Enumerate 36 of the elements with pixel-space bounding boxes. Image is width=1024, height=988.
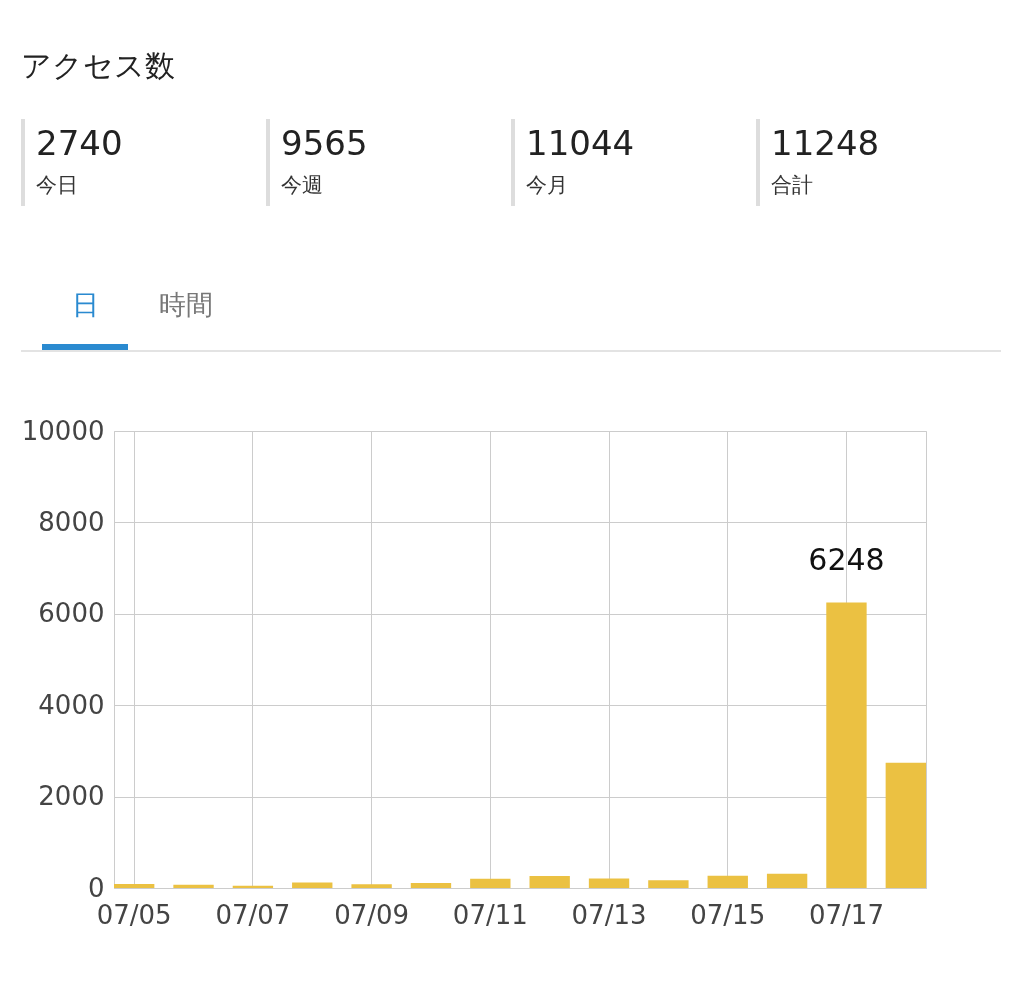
bar bbox=[292, 882, 333, 888]
bar bbox=[707, 875, 748, 888]
bar bbox=[648, 880, 689, 888]
bar bbox=[470, 878, 511, 888]
x-tick-label: 07/07 bbox=[215, 899, 291, 930]
text: 時間 bbox=[159, 289, 213, 320]
y-tick-label: 10000 bbox=[21, 415, 105, 446]
data-label: 11044 bbox=[526, 123, 635, 163]
y-tick-label: 8000 bbox=[38, 506, 105, 537]
category-label: 今日 bbox=[36, 173, 78, 197]
bar bbox=[410, 882, 452, 888]
bar bbox=[529, 876, 570, 888]
bar bbox=[826, 602, 867, 888]
data-label: 2740 bbox=[36, 123, 123, 163]
x-tick-label: 07/17 bbox=[808, 899, 884, 930]
data-label: 6248 bbox=[808, 542, 885, 578]
x-tick-label: 07/15 bbox=[690, 899, 766, 930]
bar bbox=[114, 883, 155, 888]
bar bbox=[766, 873, 808, 888]
bar bbox=[885, 762, 926, 888]
x-tick-label: 07/13 bbox=[571, 899, 647, 930]
bar bbox=[351, 884, 392, 888]
category-label: 合計 bbox=[771, 173, 813, 197]
text: アクセス数 bbox=[21, 48, 175, 83]
bar bbox=[173, 884, 214, 888]
data-label: 9565 bbox=[281, 123, 368, 163]
x-tick-label: 07/09 bbox=[334, 899, 410, 930]
category-label: 今月 bbox=[526, 173, 568, 197]
y-tick-label: 4000 bbox=[38, 689, 105, 720]
y-tick-label: 2000 bbox=[38, 781, 105, 812]
x-tick-label: 07/11 bbox=[452, 899, 528, 930]
text: 日 bbox=[71, 289, 99, 320]
y-tick-label: 6000 bbox=[38, 598, 105, 629]
data-label: 11248 bbox=[771, 123, 880, 163]
category-label: 今週 bbox=[281, 173, 323, 197]
bar bbox=[588, 878, 630, 888]
